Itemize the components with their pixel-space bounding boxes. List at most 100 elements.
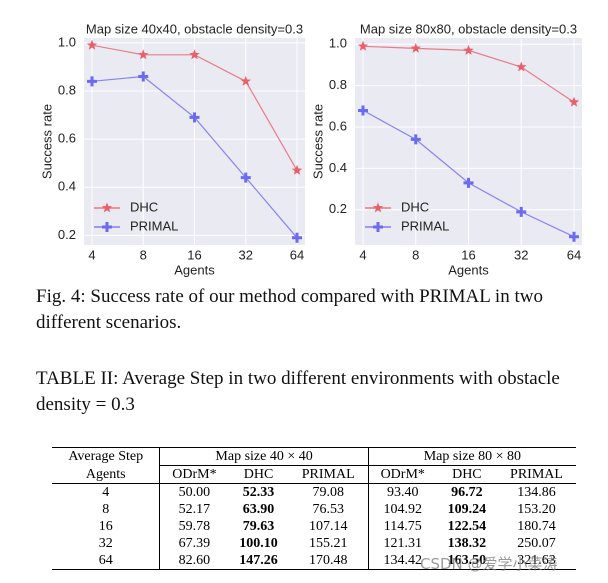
data-point	[410, 134, 421, 145]
table-cell: 100.10	[239, 536, 278, 551]
x-tick-label: 16	[187, 247, 201, 262]
table-title: TABLE II: Average Step in two different …	[36, 368, 560, 415]
table-cell: 134.86	[517, 485, 556, 500]
x-tick-label: 64	[290, 247, 304, 262]
x-tick-label: 64	[567, 247, 581, 262]
data-point	[516, 61, 527, 72]
table-cell: 82.60	[159, 552, 229, 570]
x-tick-label: 8	[140, 247, 147, 262]
figure-caption: Fig. 4: Success rate of our method compa…	[36, 286, 543, 333]
table-cell: 93.40	[367, 483, 437, 501]
data-point	[86, 39, 98, 50]
legend-label: DHC	[130, 199, 158, 214]
y-tick-label: 0.2	[58, 227, 76, 242]
table-cell: 50.00	[159, 483, 229, 501]
chart-title: Map size 80x80, obstacle density=0.3	[360, 21, 577, 36]
table-cell: 180.74	[517, 519, 556, 534]
table-cell: DHC	[228, 465, 289, 484]
table-cell: 138.32	[447, 536, 487, 551]
table-row: 8 52.17 63.90 76.53 104.92 109.24 153.20	[52, 501, 576, 518]
table-cell: 107.14	[308, 519, 348, 534]
y-tick-label: 0.2	[329, 201, 347, 216]
legend-label: PRIMAL	[130, 218, 178, 233]
table-cell: 109.24	[447, 502, 487, 517]
table-cell: 104.92	[367, 501, 437, 518]
table-cell: DHC	[436, 465, 497, 484]
watermark: CSDN @爱学小菜涛	[420, 555, 558, 573]
table-cell: 321.63	[497, 552, 576, 570]
table-row: Agents ODrM* DHC PRIMAL ODrM* DHC PRIMAL	[52, 465, 576, 484]
data-point	[291, 164, 303, 175]
x-tick-label: 4	[359, 247, 366, 262]
table-cell: 121.31	[367, 535, 437, 552]
table-cell: 170.48	[288, 552, 369, 570]
table-cell: 16	[98, 519, 113, 534]
data-point	[240, 75, 251, 86]
data-point	[358, 105, 368, 116]
y-tick-label: 0.8	[329, 77, 347, 92]
table-cell: 59.78	[159, 518, 229, 535]
data-point	[463, 44, 474, 55]
table-cell: 155.21	[308, 536, 348, 551]
y-tick-label: 1.0	[329, 36, 347, 51]
table-cell: PRIMAL	[288, 465, 369, 484]
table-cell: 79.08	[312, 485, 344, 500]
table-cell: Average Step	[52, 447, 160, 466]
y-axis-label: Success rate	[310, 104, 325, 179]
table-cell: Map size 40 × 40	[159, 447, 369, 466]
y-tick-label: 0.6	[58, 131, 76, 146]
x-axis-label: Agents	[174, 262, 215, 277]
y-axis-label: Success rate	[39, 104, 54, 179]
table-cell: 63.90	[242, 502, 275, 517]
y-tick-label: 0.4	[58, 179, 76, 194]
data-point	[138, 49, 149, 60]
data-point	[240, 172, 251, 183]
x-tick-label: 8	[412, 247, 419, 262]
table-cell: ODrM*	[367, 465, 437, 484]
table-cell: 8	[102, 502, 110, 517]
table-cell: ODrM*	[159, 465, 229, 484]
table-cell: PRIMAL	[497, 465, 576, 484]
data-point	[568, 96, 580, 107]
table-cell: 147.26	[228, 552, 289, 570]
x-tick-label: 32	[514, 247, 528, 262]
table-row: 4 50.00 52.33 79.08 93.40 96.72 134.86	[52, 483, 576, 501]
results-table: Average Step Map size 40 × 40 Map size 80 …	[52, 447, 576, 570]
table-cell: 64	[52, 552, 160, 570]
x-tick-label: 16	[461, 247, 475, 262]
data-point	[463, 177, 474, 188]
legend-swatch	[101, 202, 113, 213]
table-row: 16 59.78 79.63 107.14 114.75 122.54 180.74	[52, 518, 576, 535]
data-point	[189, 112, 200, 123]
table-cell: 96.72	[451, 485, 483, 500]
x-axis-label: Agents	[448, 262, 489, 277]
table-cell: 153.20	[517, 502, 556, 517]
table-cell: Map size 80 × 80	[367, 447, 576, 466]
table-cell: 4	[102, 485, 110, 500]
data-point	[87, 76, 97, 87]
legend-swatch	[373, 222, 383, 232]
table-row: 32 67.39 100.10 155.21 121.31 138.32 250.07	[52, 535, 576, 552]
y-tick-label: 0.4	[329, 160, 347, 175]
table-cell: 250.07	[517, 536, 556, 551]
table-cell: 67.39	[159, 535, 229, 552]
table-cell: 52.17	[159, 501, 229, 518]
table-cell: 134.42	[367, 552, 437, 570]
table-cell: Agents	[52, 465, 160, 484]
data-point	[189, 49, 200, 60]
x-tick-label: 32	[239, 247, 253, 262]
table-cell: 76.53	[312, 502, 344, 517]
table-cell: 79.63	[242, 519, 275, 534]
table-cell: 122.54	[447, 519, 487, 534]
data-point	[138, 71, 149, 82]
legend-label: DHC	[401, 199, 429, 214]
y-tick-label: 0.8	[58, 82, 76, 97]
x-tick-label: 4	[88, 247, 95, 262]
data-point	[357, 40, 369, 51]
chart-title: Map size 40x40, obstacle density=0.3	[86, 21, 303, 36]
table-cell: 163.50	[436, 552, 497, 570]
table-cell: 32	[98, 536, 113, 551]
data-point	[410, 42, 421, 53]
legend-label: PRIMAL	[401, 218, 449, 233]
